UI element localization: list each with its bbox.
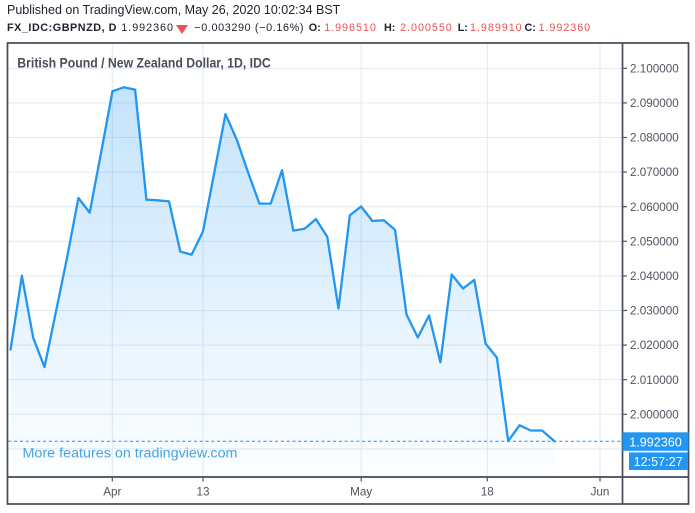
svg-text:13: 13 xyxy=(196,486,209,499)
svg-text:2.020000: 2.020000 xyxy=(630,339,679,352)
svg-text:2.010000: 2.010000 xyxy=(630,374,679,387)
svg-text:British Pound / New Zealand Do: British Pound / New Zealand Dollar, 1D, … xyxy=(17,55,271,71)
svg-text:12:57:27: 12:57:27 xyxy=(634,455,683,469)
svg-text:2.040000: 2.040000 xyxy=(630,270,679,283)
svg-text:2.050000: 2.050000 xyxy=(630,235,679,248)
svg-text:1.992360: 1.992360 xyxy=(629,436,682,450)
svg-text:Apr: Apr xyxy=(103,486,121,499)
svg-text:2.090000: 2.090000 xyxy=(630,97,679,110)
svg-text:2.100000: 2.100000 xyxy=(630,62,679,75)
svg-text:More features on tradingview.c: More features on tradingview.com xyxy=(23,446,238,461)
svg-text:Jun: Jun xyxy=(591,486,610,499)
svg-text:2.030000: 2.030000 xyxy=(630,305,679,318)
svg-text:May: May xyxy=(350,486,372,499)
svg-text:2.000000: 2.000000 xyxy=(630,408,679,421)
svg-text:18: 18 xyxy=(481,486,494,499)
svg-text:2.070000: 2.070000 xyxy=(630,166,679,179)
svg-text:2.080000: 2.080000 xyxy=(630,132,679,145)
svg-text:2.060000: 2.060000 xyxy=(630,201,679,214)
